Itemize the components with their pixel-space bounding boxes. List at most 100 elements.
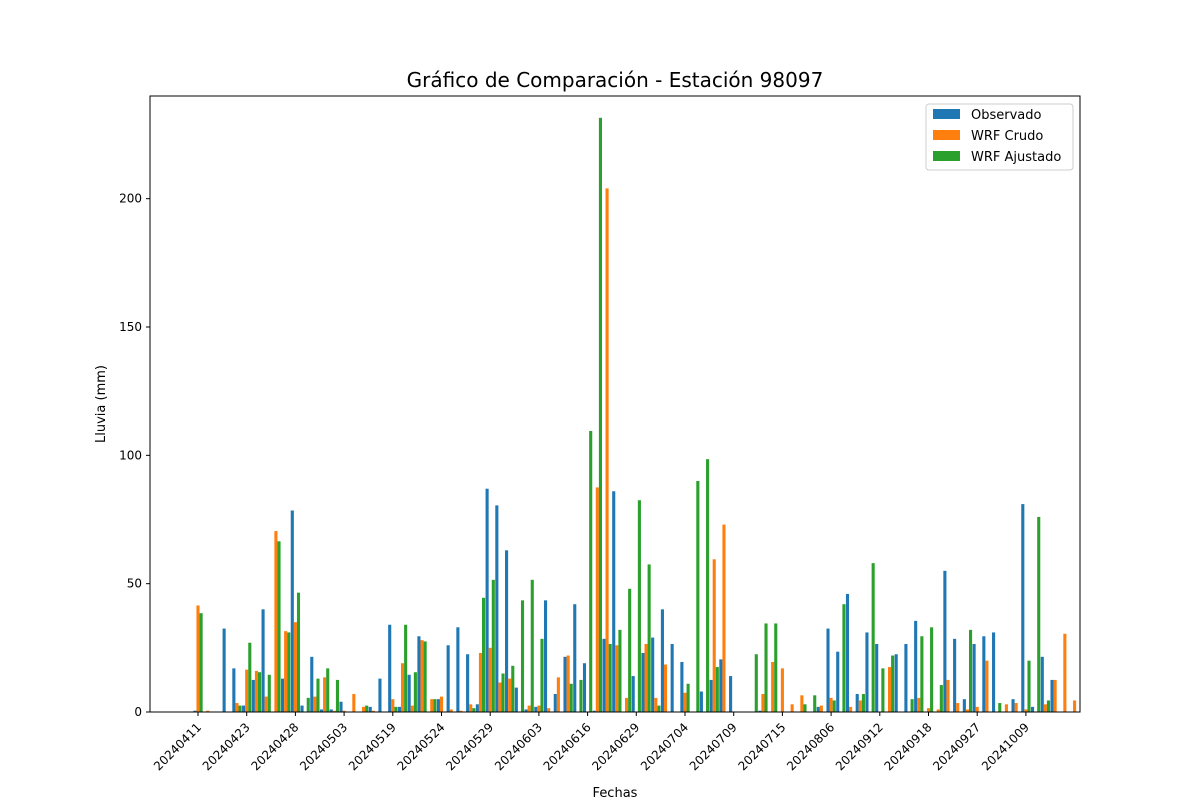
bar-observado-80 <box>972 643 976 712</box>
bar-wrf-ajustado-65 <box>832 700 836 712</box>
bar-wrf-ajustado-70 <box>881 668 885 712</box>
legend-box <box>925 103 1074 171</box>
bar-observado-55 <box>729 676 733 712</box>
bar-wrf-crudo-48 <box>663 664 668 712</box>
bar-observado-46 <box>641 652 645 712</box>
bar-wrf-crudo-87 <box>1043 704 1047 712</box>
bar-observado-78 <box>953 638 957 712</box>
bar-wrf-ajustado-4 <box>238 705 242 712</box>
bar-wrf-crudo-58 <box>761 694 765 712</box>
bar-wrf-crudo-29 <box>478 652 483 712</box>
plot-frame <box>149 95 1081 713</box>
bar-observado-21 <box>397 706 401 712</box>
bar-observado-27 <box>456 627 460 712</box>
x-tick-label: 20240603 <box>492 720 545 773</box>
bar-wrf-ajustado-8 <box>277 541 281 712</box>
bar-wrf-crudo-13 <box>323 677 327 712</box>
bar-wrf-ajustado-0 <box>199 613 203 712</box>
bar-observado-4 <box>232 668 236 712</box>
bar-observado-64 <box>816 706 820 712</box>
bar-observado-47 <box>651 637 655 712</box>
bar-wrf-crudo-42 <box>605 188 609 712</box>
bar-wrf-ajustado-57 <box>754 654 758 712</box>
x-tick-label: 20240715 <box>735 720 788 773</box>
bar-observado-34 <box>524 709 528 712</box>
x-tick-label: 20240519 <box>346 720 399 773</box>
bar-wrf-ajustado-7 <box>267 674 271 712</box>
bar-wrf-ajustado-79 <box>969 629 973 712</box>
bar-observado-3 <box>222 628 226 712</box>
bar-wrf-crudo-17 <box>362 706 366 712</box>
x-tick-label: 20240806 <box>784 720 837 773</box>
bar-wrf-ajustado-47 <box>657 705 661 712</box>
bar-wrf-ajustado-73 <box>910 699 914 712</box>
bar-wrf-crudo-53 <box>712 559 716 712</box>
bar-observado-74 <box>914 620 918 712</box>
x-tick-label: 20240503 <box>297 720 350 773</box>
y-axis: 0 50 100 150 200 <box>119 192 150 719</box>
bar-wrf-ajustado-6 <box>257 672 262 712</box>
bar-wrf-ajustado-68 <box>861 694 865 712</box>
bar-observado-53 <box>709 679 713 712</box>
bar-wrf-crudo-78 <box>956 703 960 712</box>
bar-wrf-ajustado-41 <box>598 117 602 712</box>
bar-observado-32 <box>505 550 509 712</box>
bar-wrf-crudo-65 <box>829 697 833 712</box>
bar-wrf-ajustado-45 <box>637 500 641 712</box>
bar-wrf-crudo-38 <box>566 655 570 712</box>
bar-wrf-ajustado-44 <box>628 588 632 712</box>
bar-wrf-ajustado-38 <box>569 683 573 712</box>
bar-wrf-ajustado-59 <box>774 623 778 712</box>
bar-observado-42 <box>602 638 606 712</box>
bar-wrf-ajustado-30 <box>491 579 495 712</box>
bar-wrf-ajustado-31 <box>501 673 505 712</box>
x-axis-title: Fechas <box>593 786 638 800</box>
y-axis-title: Lluvia (mm) <box>94 365 109 443</box>
bar-wrf-crudo-10 <box>293 622 297 712</box>
bar-wrf-crudo-34 <box>527 705 531 712</box>
bar-wrf-crudo-24 <box>430 699 434 712</box>
bar-wrf-ajustado-5 <box>248 642 252 712</box>
x-tick-label: 20240423 <box>200 720 253 773</box>
bar-wrf-crudo-32 <box>508 678 512 712</box>
bar-wrf-ajustado-42 <box>608 643 612 712</box>
bar-wrf-crudo-14 <box>332 710 336 712</box>
y-tick-label: 150 <box>119 320 142 334</box>
bar-wrf-ajustado-22 <box>413 672 417 712</box>
bar-wrf-crudo-20 <box>391 699 395 712</box>
bar-wrf-crudo-0 <box>196 605 200 712</box>
bar-wrf-ajustado-76 <box>939 685 943 712</box>
bar-wrf-crudo-75 <box>926 708 931 712</box>
bar-wrf-ajustado-82 <box>998 703 1002 712</box>
bar-wrf-ajustado-62 <box>803 704 807 712</box>
bar-wrf-ajustado-51 <box>696 481 700 712</box>
bar-wrf-ajustado-52 <box>706 459 710 712</box>
bar-wrf-crudo-43 <box>615 645 619 712</box>
bar-wrf-crudo-9 <box>284 631 288 712</box>
bar-wrf-crudo-6 <box>254 670 258 712</box>
x-tick-label: 20240704 <box>638 720 691 773</box>
bar-wrf-ajustado-40 <box>589 430 593 712</box>
bar-observado-66 <box>836 651 840 712</box>
bar-wrf-ajustado-87 <box>1046 700 1051 712</box>
bar-observado-68 <box>855 694 859 712</box>
bar-wrf-ajustado-14 <box>335 679 340 712</box>
x-tick-label: 20240411 <box>151 720 204 773</box>
bar-wrf-crudo-1 <box>206 710 210 712</box>
bar-wrf-crudo-5 <box>245 669 249 712</box>
bar-observado-39 <box>573 604 577 712</box>
bar-wrf-ajustado-9 <box>287 632 291 712</box>
bar-wrf-ajustado-71 <box>891 655 895 712</box>
bar-wrf-crudo-21 <box>400 663 405 712</box>
legend-label-wrf-ajustado: WRF Ajustado <box>971 150 1061 165</box>
bar-wrf-crudo-90 <box>1073 700 1077 712</box>
bar-wrf-ajustado-85 <box>1027 660 1031 712</box>
bar-wrf-ajustado-34 <box>530 579 534 712</box>
bar-observado-85 <box>1021 504 1025 712</box>
bar-observado-19 <box>378 678 382 712</box>
bar-wrf-crudo-59 <box>771 661 775 712</box>
bar-wrf-crudo-80 <box>975 706 979 712</box>
x-axis: 2024041120240423202404282024050320240519… <box>151 712 1032 773</box>
x-tick-label: 20240629 <box>589 720 642 773</box>
bar-observado-58 <box>758 710 762 712</box>
